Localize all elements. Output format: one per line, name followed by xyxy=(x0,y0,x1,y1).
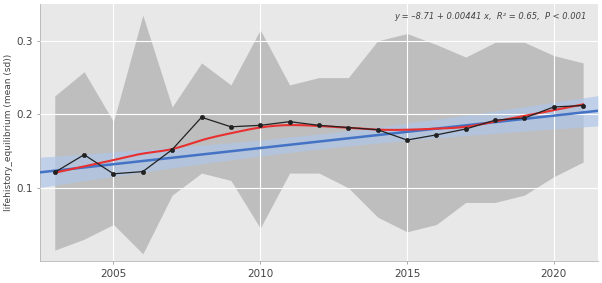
Text: y = –8.71 + 0.00441 x,  R² = 0.65,  P < 0.001: y = –8.71 + 0.00441 x, R² = 0.65, P < 0.… xyxy=(394,12,587,21)
Y-axis label: lifehistory_equilibrium (mean (sd)): lifehistory_equilibrium (mean (sd)) xyxy=(4,54,13,211)
